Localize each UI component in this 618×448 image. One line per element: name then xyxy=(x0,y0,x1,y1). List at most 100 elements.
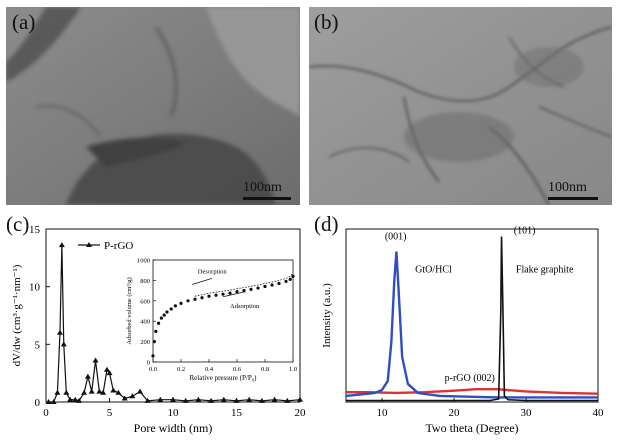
data-point xyxy=(297,396,303,402)
data-point xyxy=(103,366,110,372)
inset-y-axis-label: Adsorbed volume (cm³/g) xyxy=(126,277,133,344)
inset-y-tick-label: 1000 xyxy=(137,258,150,265)
x-axis-label: Two theta (Degree) xyxy=(425,421,518,435)
inset-data-point xyxy=(169,307,173,311)
x-tick-label: 40 xyxy=(593,407,605,419)
x-tick-label: 30 xyxy=(521,407,533,419)
data-point xyxy=(88,388,95,394)
x-axis-label: Pore width (nm) xyxy=(134,421,213,435)
inset-y-tick-label: 400 xyxy=(140,319,150,326)
inset-data-point xyxy=(152,340,156,344)
tem-image-b xyxy=(309,7,612,205)
inset-y-tick-label: 0 xyxy=(147,360,150,367)
x-tick-label: 20 xyxy=(449,407,461,419)
inset-x-tick-label: 0.4 xyxy=(205,366,214,373)
scale-bar-a xyxy=(243,197,291,200)
x-tick-label: 20 xyxy=(295,407,307,419)
annotation-flake-graphite: Flake graphite xyxy=(516,265,574,276)
inset-data-point xyxy=(277,281,281,286)
inset-data-point xyxy=(186,299,190,303)
scale-bar-b xyxy=(548,197,598,200)
scale-bar-label-b: 100nm xyxy=(548,180,587,195)
panel-label-a: (a) xyxy=(12,10,36,34)
data-point xyxy=(170,396,176,402)
legend-marker xyxy=(86,242,92,247)
inset-frame xyxy=(152,259,294,363)
inset-data-point xyxy=(193,297,197,301)
y-tick-label: 5 xyxy=(35,339,41,351)
y-tick-label: 10 xyxy=(29,282,41,294)
inset-x-tick-label: 0.0 xyxy=(149,366,157,373)
data-point xyxy=(271,396,278,402)
inset-data-point xyxy=(151,354,155,358)
inset-data-point xyxy=(157,321,161,325)
inset-x-tick-label: 1.0 xyxy=(289,366,297,373)
data-point xyxy=(129,393,136,399)
inset-data-point xyxy=(235,290,239,294)
data-point xyxy=(76,397,83,403)
data-point xyxy=(195,396,202,402)
inset-data-point xyxy=(221,292,225,296)
data-point xyxy=(60,341,67,347)
inset-annotation-adsorption: Adsorption xyxy=(230,303,260,310)
data-point xyxy=(58,242,65,248)
y-axis-label: Intensity (a.u.) xyxy=(321,283,333,348)
x-tick-label: 10 xyxy=(168,407,180,419)
pore-distribution-chart: 0 5 10 15 20 0 5 10 15 Pore width (nm) dV/dw (cm³·… xyxy=(11,224,307,435)
data-point xyxy=(110,387,117,393)
inset-data-point xyxy=(249,287,253,291)
x-tick-label: 0 xyxy=(43,407,49,419)
plot-frame xyxy=(345,228,599,403)
inset-data-point xyxy=(200,296,204,300)
inset-data-point xyxy=(165,310,169,314)
inset-y-tick-label: 600 xyxy=(140,298,150,305)
data-point xyxy=(284,397,291,403)
data-point xyxy=(92,357,99,363)
inset-data-point xyxy=(256,286,260,290)
data-point xyxy=(258,397,265,403)
annotation-p-rgo-002: p-rGO (002) xyxy=(445,373,495,384)
data-point xyxy=(45,399,52,404)
data-point xyxy=(220,396,227,402)
data-point xyxy=(81,389,88,395)
x-tick-label: 5 xyxy=(107,407,113,419)
scale-bar-label-a: 100nm xyxy=(243,180,282,195)
inset-data-point xyxy=(179,301,183,305)
x-tick-label: 15 xyxy=(231,407,243,419)
data-point xyxy=(106,370,113,376)
data-point xyxy=(50,399,57,404)
data-point xyxy=(144,397,151,403)
inset-data-point xyxy=(270,283,274,287)
data-point xyxy=(208,397,215,403)
annotation-001: (001) xyxy=(385,232,407,243)
series-line-p-rgo xyxy=(346,388,599,395)
data-point xyxy=(233,397,240,403)
inset-y-tick-label: 800 xyxy=(140,278,150,285)
y-axis-label: dV/dw (cm³·g⁻¹·nm⁻¹) xyxy=(11,264,23,366)
inset-data-point xyxy=(284,279,288,284)
tem-image-a-texture xyxy=(6,7,300,205)
data-point xyxy=(100,389,107,395)
inset-data-point xyxy=(228,291,232,295)
y-tick-label: 15 xyxy=(29,224,41,236)
inset-annotation-desorption: Desorption xyxy=(198,268,228,275)
inset-data-point xyxy=(263,284,267,289)
panel-label-b: (b) xyxy=(314,10,339,34)
inset-x-tick-label: 0.6 xyxy=(233,366,242,373)
inset-data-point xyxy=(288,277,292,281)
data-point xyxy=(63,389,70,395)
x-tick-label: 10 xyxy=(377,407,389,419)
y-tick-label: 0 xyxy=(35,397,41,409)
xrd-chart: 10 20 30 40 Two theta (Degree) Intensity (a.u… xyxy=(321,226,605,435)
data-point xyxy=(246,396,253,402)
data-point xyxy=(96,388,103,394)
series-line-gto-hcl xyxy=(345,251,598,399)
data-point xyxy=(54,389,61,395)
inset-data-point xyxy=(291,274,295,278)
tem-image-a xyxy=(6,7,300,205)
inset-data-point xyxy=(154,329,158,333)
data-point xyxy=(157,396,164,402)
inset-arrow-adsorption xyxy=(222,291,246,298)
panel-label-c: (c) xyxy=(6,212,30,236)
inset-data-point xyxy=(173,304,177,308)
